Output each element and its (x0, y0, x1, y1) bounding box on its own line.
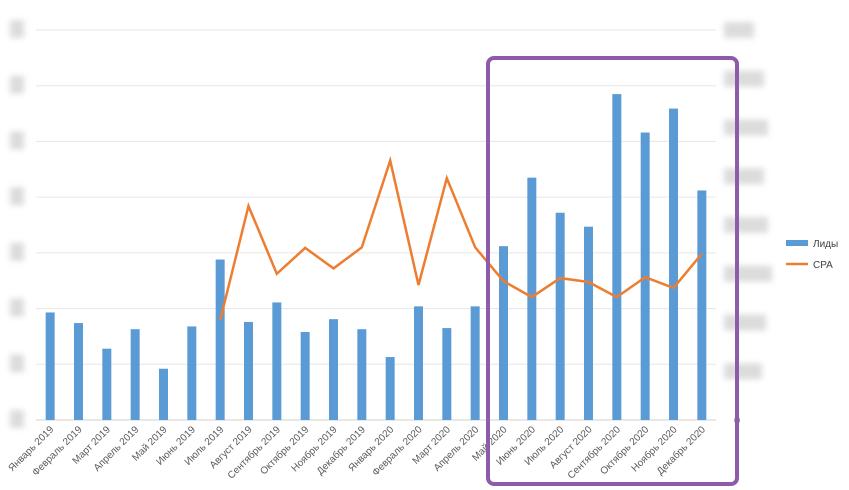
bar-lidy (45, 312, 55, 420)
right-tick-label-redacted (724, 265, 772, 282)
bar-lidy (244, 321, 253, 420)
bar-lidy (385, 357, 395, 420)
right-tick-label-redacted (724, 363, 762, 380)
bar-lidy (669, 108, 678, 421)
left-tick-label-redacted (10, 354, 24, 373)
right-tick-label-redacted (724, 119, 768, 136)
x-tick-label: Февраль 2020 (370, 424, 425, 479)
bar-series (45, 94, 707, 421)
gridlines (36, 29, 716, 421)
bar-lidy (357, 329, 367, 420)
x-tick-label: Октябрь 2020 (598, 423, 652, 477)
bar-lidy (215, 259, 225, 420)
legend-label-lidy: Лиды (813, 239, 838, 250)
bar-lidy (272, 302, 282, 420)
x-tick-label: Декабрь 2020 (654, 423, 708, 477)
right-tick-label-redacted (724, 70, 764, 87)
bar-lidy (414, 306, 423, 420)
left-tick-label-redacted (10, 187, 24, 206)
x-tick-label: Октябрь 2019 (258, 423, 312, 477)
bar-lidy (612, 94, 622, 421)
right-tick-label-redacted (724, 22, 754, 38)
left-tick-label-redacted (10, 75, 24, 94)
left-tick-label-redacted (10, 20, 24, 38)
left-tick-label-redacted (10, 131, 24, 150)
bar-lidy (555, 212, 565, 420)
right-tick-label-redacted (724, 168, 764, 185)
bar-lidy (102, 348, 112, 420)
bar-lidy (300, 331, 310, 420)
bar-lidy (187, 326, 197, 420)
right-axis-ticks (724, 22, 772, 380)
left-axis-ticks (10, 20, 24, 428)
bar-lidy (527, 177, 537, 420)
left-tick-label-redacted (10, 410, 24, 428)
legend: Лиды CPA (786, 239, 838, 271)
right-tick-label-redacted (724, 314, 766, 331)
bar-lidy (130, 329, 140, 420)
cpa-line-series (218, 155, 703, 321)
left-tick-label-redacted (10, 298, 24, 317)
x-tick-label: Февраль 2019 (30, 424, 85, 479)
right-tick-label-redacted (724, 217, 768, 233)
highlight-box (486, 56, 739, 486)
legend-label-cpa: CPA (813, 260, 833, 271)
bar-lidy (329, 319, 338, 420)
left-tick-label-redacted (10, 242, 24, 261)
bar-lidy (442, 328, 452, 420)
bar-lidy (499, 246, 508, 420)
bar-lidy (74, 323, 83, 420)
bar-lidy (470, 306, 480, 420)
x-tick-label: Декабрь 2019 (314, 423, 368, 477)
bar-lidy (584, 226, 593, 420)
legend-swatch-lidy (786, 240, 808, 246)
bar-lidy (697, 190, 707, 420)
bar-lidy (159, 368, 168, 420)
